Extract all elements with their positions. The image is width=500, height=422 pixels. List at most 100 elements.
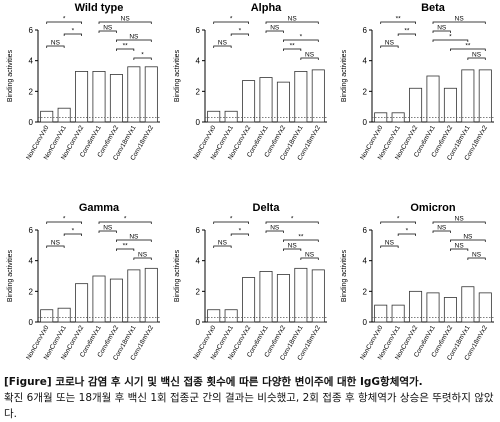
y-axis-label: Binding activities [7,49,14,102]
significance-label: NS [455,16,465,23]
significance-label: ** [396,16,402,23]
significance-label: NS [103,25,113,32]
significance-bracket [98,230,117,233]
significance-label: * [300,34,303,41]
chart-title: Wild type [75,2,124,14]
significance-bracket [397,33,416,36]
significance-label: * [239,228,242,235]
bar [276,274,290,323]
significance-label: NS [288,16,298,23]
significance-bracket [98,221,152,224]
significance-label: NS [385,240,395,247]
significance-bracket [213,45,232,48]
significance-bracket [283,48,302,51]
significance-bracket [230,33,249,36]
significance-label: NS [218,40,228,47]
bar [294,267,308,323]
significance-label: * [239,28,242,35]
significance-label: NS [455,216,465,223]
y-tick-label: 4 [363,257,368,266]
y-axis-label: Binding activities [174,49,181,102]
significance-bracket [46,221,82,224]
significance-label: NS [270,25,280,32]
significance-label: ** [123,243,129,250]
bar [409,290,423,323]
y-tick-label: 2 [363,287,368,296]
significance-label: NS [129,34,139,41]
significance-label: NS [305,52,315,59]
significance-bracket [265,30,284,33]
significance-bracket [432,221,486,224]
significance-bracket [283,39,319,42]
y-tick-label: 4 [196,257,201,266]
significance-label: ** [123,43,129,50]
significance-label: NS [138,252,148,259]
significance-bracket [380,21,416,24]
bar [242,277,256,323]
significance-label: NS [103,225,113,232]
bar [311,69,325,123]
bar [461,286,475,323]
y-axis-label: Binding activities [174,249,181,302]
bar [443,297,457,323]
y-tick-label: 2 [29,87,34,96]
bar [224,110,238,123]
significance-bracket [283,239,319,242]
y-tick-label: 2 [29,287,34,296]
significance-bracket [230,233,249,236]
significance-bracket [46,45,65,48]
y-tick-label: 4 [29,57,34,66]
significance-bracket [450,239,486,242]
chart-title: Omicron [410,202,456,214]
significance-label: NS [437,225,447,232]
significance-label: * [397,216,400,223]
caption-text: 확진 6개월 또는 18개월 후 백신 1회 접종군 간의 결과는 비슷했고, … [4,392,494,420]
significance-label: NS [437,25,447,32]
significance-label: * [63,216,66,223]
significance-bracket [63,33,82,36]
bar [144,66,158,123]
y-tick-label: 2 [363,87,368,96]
significance-bracket [467,57,486,60]
bar [409,87,423,123]
significance-label: NS [129,234,139,241]
chart-title: Alpha [251,2,282,14]
significance-bracket [265,21,319,24]
bar [478,292,492,323]
significance-bracket [380,245,399,248]
significance-bracket [116,239,152,242]
significance-label: * [141,52,144,59]
significance-bracket [380,45,399,48]
significance-label: NS [121,16,131,23]
significance-label: NS [472,252,482,259]
y-tick-label: 4 [196,57,201,66]
y-axis-label: Binding activities [7,249,14,302]
y-tick-label: 4 [363,57,368,66]
bar [92,71,106,123]
bar [144,267,158,323]
bar [109,74,123,123]
y-tick-label: 0 [363,318,368,327]
bar [374,304,388,323]
significance-bracket [116,248,135,251]
significance-bracket [213,221,249,224]
significance-bracket [432,30,451,33]
y-tick-label: 6 [196,26,201,35]
y-tick-label: 6 [363,226,368,235]
y-tick-label: 6 [196,226,201,235]
bar [207,110,221,123]
significance-label: NS [218,240,228,247]
significance-label: ** [298,234,304,241]
bar [92,275,106,323]
significance-bracket [98,21,152,24]
y-tick-label: 2 [196,87,201,96]
significance-bracket [133,57,152,60]
significance-bracket [397,233,416,236]
significance-label: * [230,16,233,23]
y-tick-label: 0 [363,118,368,127]
significance-label: NS [455,243,465,250]
significance-bracket [265,230,284,233]
significance-label: * [72,228,75,235]
significance-label: * [406,228,409,235]
